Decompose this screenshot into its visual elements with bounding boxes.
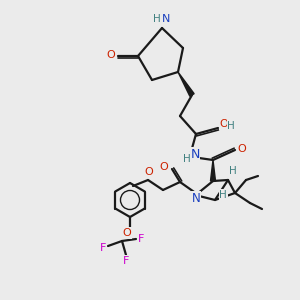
- Text: H: H: [229, 166, 237, 176]
- Text: O: O: [220, 119, 228, 129]
- Text: O: O: [238, 144, 246, 154]
- Text: F: F: [138, 234, 144, 244]
- Text: F: F: [123, 256, 129, 266]
- Polygon shape: [178, 72, 194, 96]
- Polygon shape: [211, 160, 215, 181]
- Text: N: N: [190, 148, 200, 160]
- Text: N: N: [192, 191, 200, 205]
- Text: H: H: [183, 154, 191, 164]
- Text: H: H: [153, 14, 161, 24]
- Text: O: O: [160, 162, 168, 172]
- Text: H: H: [227, 121, 235, 131]
- Text: O: O: [145, 167, 153, 177]
- Text: O: O: [106, 50, 116, 60]
- Text: O: O: [123, 228, 131, 238]
- Text: H: H: [219, 190, 227, 200]
- Text: F: F: [100, 243, 106, 253]
- Text: N: N: [162, 14, 170, 24]
